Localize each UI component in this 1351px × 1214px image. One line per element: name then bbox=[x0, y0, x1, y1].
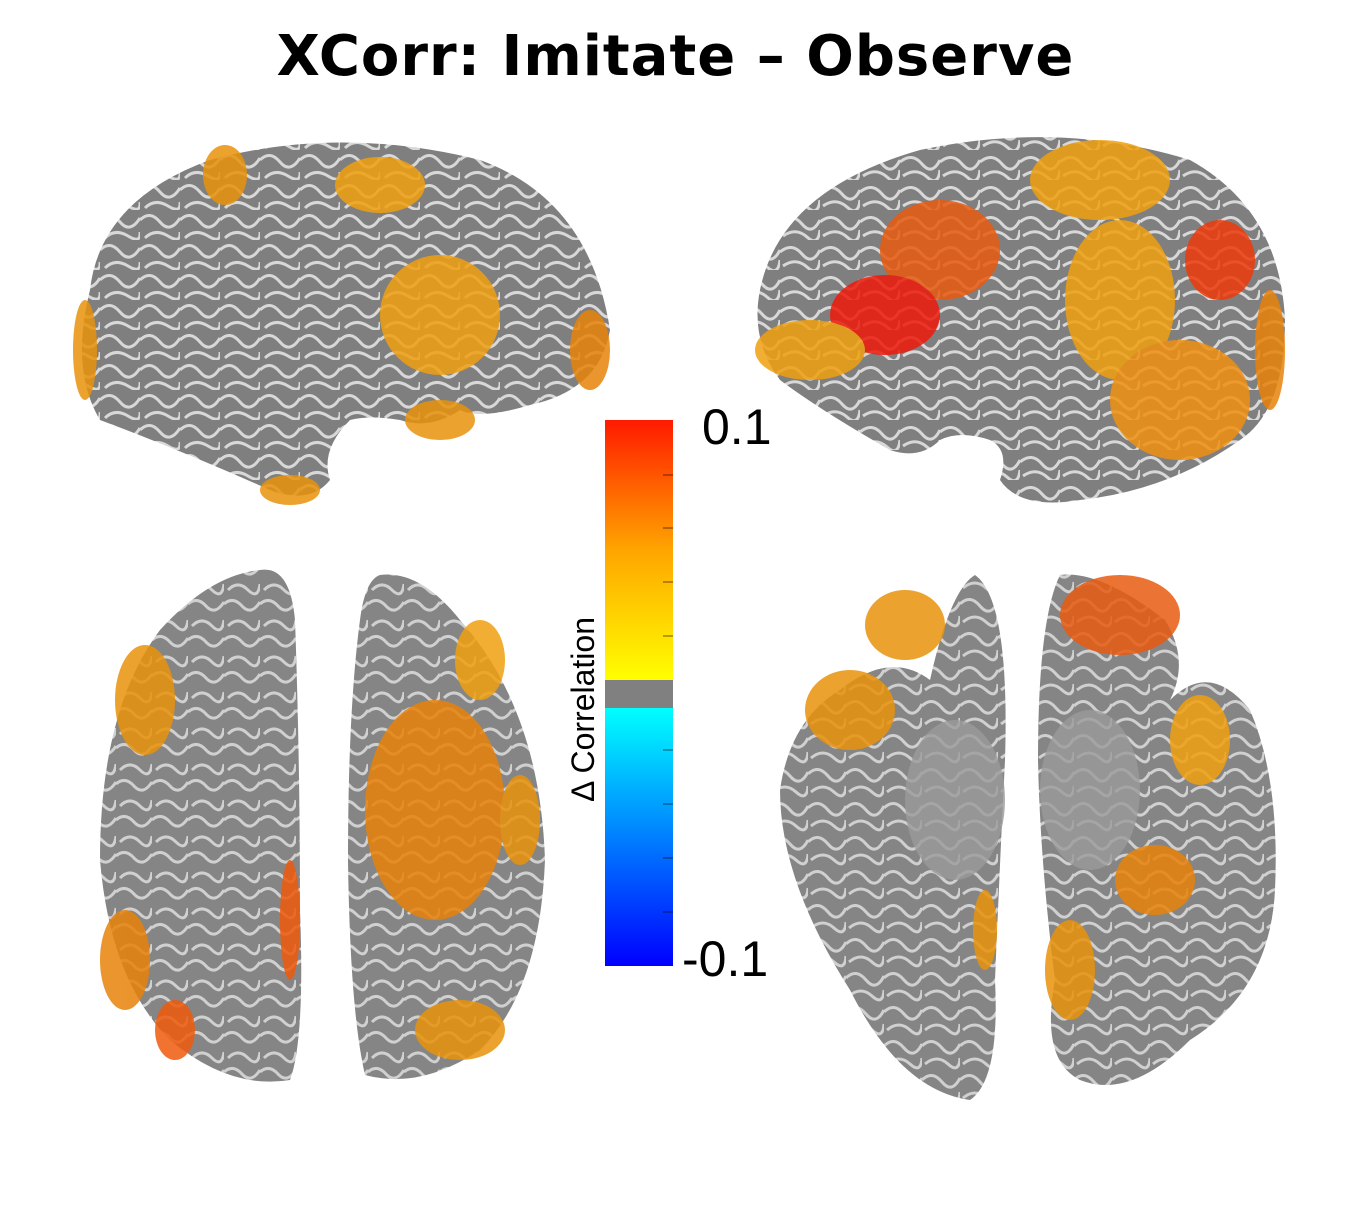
colorbar-ticks bbox=[663, 474, 673, 913]
brain-right-lateral-svg bbox=[755, 137, 1285, 503]
figure-title: XCorr: Imitate – Observe bbox=[276, 24, 1075, 89]
activation-clusters bbox=[805, 575, 1230, 1020]
brain-dorsal-view bbox=[80, 560, 560, 1100]
brain-ventral-view bbox=[770, 560, 1290, 1120]
colorbar-subthreshold bbox=[605, 680, 673, 708]
colorbar-positive bbox=[605, 420, 673, 680]
colorbar-axis-label: Δ Correlation bbox=[565, 616, 601, 802]
brain-ventral-svg bbox=[780, 574, 1276, 1100]
brain-left-lateral-view bbox=[60, 120, 620, 520]
activation-clusters bbox=[73, 145, 610, 505]
brain-left-lateral-svg bbox=[73, 142, 610, 505]
activation-clusters bbox=[100, 620, 540, 1060]
right-medial-temporal bbox=[1040, 710, 1140, 870]
left-medial-temporal bbox=[905, 720, 1005, 880]
colorbar bbox=[605, 420, 673, 966]
colorbar-negative bbox=[605, 708, 673, 966]
colorbar-svg bbox=[605, 420, 673, 966]
right-hemisphere-surface bbox=[1038, 574, 1276, 1085]
colorbar-max-label: 0.1 bbox=[702, 399, 772, 455]
activation-clusters bbox=[755, 140, 1285, 460]
cortex-surface bbox=[82, 142, 610, 496]
brain-dorsal-svg bbox=[100, 569, 545, 1082]
colorbar-min-label: -0.1 bbox=[682, 931, 769, 987]
brain-right-lateral-view bbox=[740, 120, 1300, 520]
